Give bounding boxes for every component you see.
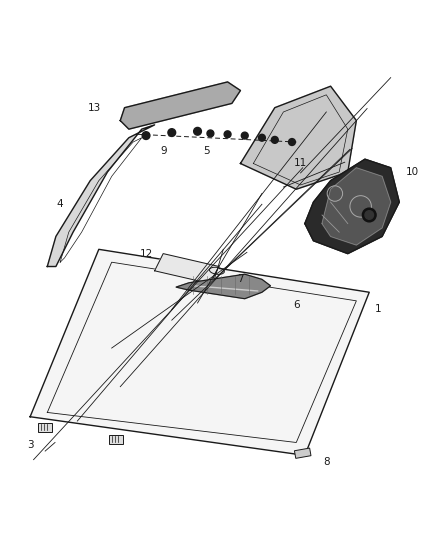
Polygon shape: [176, 274, 271, 298]
Circle shape: [365, 211, 374, 219]
Polygon shape: [30, 249, 369, 455]
Polygon shape: [240, 86, 357, 189]
Bar: [38, 423, 52, 432]
Polygon shape: [120, 82, 240, 129]
Text: 4: 4: [57, 199, 64, 209]
Text: 10: 10: [406, 167, 419, 177]
Circle shape: [272, 136, 278, 143]
Polygon shape: [322, 168, 391, 245]
Text: 6: 6: [293, 300, 300, 310]
Circle shape: [224, 131, 231, 138]
Text: 12: 12: [139, 248, 153, 259]
Circle shape: [194, 127, 201, 135]
Circle shape: [289, 139, 295, 146]
Text: 5: 5: [203, 146, 209, 156]
Text: 1: 1: [374, 304, 381, 314]
Circle shape: [258, 134, 265, 141]
Text: 3: 3: [27, 440, 33, 450]
Circle shape: [142, 132, 150, 140]
Circle shape: [362, 208, 376, 222]
Circle shape: [241, 132, 248, 139]
Bar: [294, 448, 311, 458]
Circle shape: [207, 130, 214, 137]
Bar: [109, 435, 123, 444]
Polygon shape: [155, 254, 219, 284]
Text: 7: 7: [237, 274, 244, 285]
Text: 13: 13: [88, 103, 101, 112]
Circle shape: [168, 128, 176, 136]
Text: 9: 9: [160, 146, 166, 156]
Text: 11: 11: [294, 158, 307, 168]
Text: 8: 8: [323, 457, 330, 467]
Polygon shape: [47, 125, 155, 266]
Polygon shape: [305, 159, 399, 254]
